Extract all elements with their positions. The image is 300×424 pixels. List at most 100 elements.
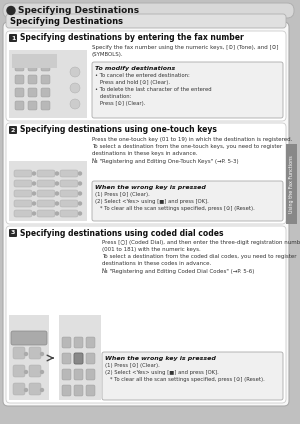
Circle shape <box>70 99 80 109</box>
Text: Specifying destinations using one-touch keys: Specifying destinations using one-touch … <box>20 126 217 134</box>
Circle shape <box>32 192 35 195</box>
Text: Press [○] (Coded Dial), and then enter the three-digit registration number
(001 : Press [○] (Coded Dial), and then enter t… <box>102 240 300 274</box>
FancyBboxPatch shape <box>29 383 41 395</box>
FancyBboxPatch shape <box>86 353 95 364</box>
FancyBboxPatch shape <box>62 337 71 348</box>
FancyBboxPatch shape <box>28 75 37 84</box>
FancyBboxPatch shape <box>11 331 47 345</box>
FancyBboxPatch shape <box>74 337 83 348</box>
Text: Using the Fax Functions: Using the Fax Functions <box>289 155 294 213</box>
FancyBboxPatch shape <box>60 190 78 197</box>
Text: Specifying Destinations: Specifying Destinations <box>10 17 123 25</box>
FancyBboxPatch shape <box>60 200 78 207</box>
FancyBboxPatch shape <box>102 352 283 400</box>
FancyBboxPatch shape <box>6 123 286 224</box>
Text: When the wrong key is pressed: When the wrong key is pressed <box>95 185 206 190</box>
FancyBboxPatch shape <box>15 101 24 110</box>
FancyBboxPatch shape <box>60 170 78 177</box>
FancyBboxPatch shape <box>37 170 55 177</box>
Bar <box>9 50 87 118</box>
FancyBboxPatch shape <box>74 353 83 364</box>
FancyBboxPatch shape <box>13 365 25 377</box>
FancyBboxPatch shape <box>9 34 17 42</box>
FancyBboxPatch shape <box>14 180 32 187</box>
FancyBboxPatch shape <box>60 180 78 187</box>
Circle shape <box>56 192 58 195</box>
FancyBboxPatch shape <box>92 62 283 118</box>
FancyBboxPatch shape <box>41 101 50 110</box>
FancyBboxPatch shape <box>62 353 71 364</box>
Circle shape <box>40 352 43 355</box>
FancyBboxPatch shape <box>74 353 83 364</box>
Text: Specifying destinations by entering the fax number: Specifying destinations by entering the … <box>20 33 244 42</box>
Circle shape <box>25 352 28 355</box>
FancyBboxPatch shape <box>37 180 55 187</box>
Bar <box>9 315 49 400</box>
FancyBboxPatch shape <box>6 14 286 28</box>
Text: 3: 3 <box>11 231 15 235</box>
Circle shape <box>56 172 58 175</box>
Text: (1) Press [⊙] (Clear).
(2) Select <Yes> using [■] and press [OK].
   * To clear : (1) Press [⊙] (Clear). (2) Select <Yes> … <box>95 192 255 211</box>
FancyBboxPatch shape <box>86 337 95 348</box>
FancyBboxPatch shape <box>6 31 286 121</box>
FancyBboxPatch shape <box>86 385 95 396</box>
FancyBboxPatch shape <box>41 62 50 71</box>
FancyBboxPatch shape <box>9 126 17 134</box>
Bar <box>286 144 297 224</box>
FancyBboxPatch shape <box>86 369 95 380</box>
FancyBboxPatch shape <box>62 385 71 396</box>
Circle shape <box>40 388 43 391</box>
Text: • To cancel the entered destination:
   Press and hold [⊙] (Clear).
• To delete : • To cancel the entered destination: Pre… <box>95 73 212 106</box>
Text: Press the one-touch key (01 to 19) in which the destination is registered.
To se: Press the one-touch key (01 to 19) in wh… <box>92 137 292 164</box>
Circle shape <box>79 172 82 175</box>
FancyBboxPatch shape <box>13 383 25 395</box>
Text: 2: 2 <box>11 128 15 132</box>
Text: To modify destinations: To modify destinations <box>95 66 175 71</box>
FancyBboxPatch shape <box>41 75 50 84</box>
FancyBboxPatch shape <box>14 210 32 217</box>
Text: Specify the fax number using the numeric keys, [⊙] (Tone), and [⊙]
(SYMBOLS).: Specify the fax number using the numeric… <box>92 45 278 57</box>
FancyBboxPatch shape <box>37 190 55 197</box>
FancyBboxPatch shape <box>62 369 71 380</box>
Text: When the wrong key is pressed: When the wrong key is pressed <box>105 356 216 361</box>
FancyBboxPatch shape <box>29 347 41 359</box>
Circle shape <box>56 212 58 215</box>
Circle shape <box>32 202 35 205</box>
FancyBboxPatch shape <box>3 22 289 406</box>
Text: Specifying destinations using coded dial codes: Specifying destinations using coded dial… <box>20 229 223 237</box>
Circle shape <box>40 371 43 374</box>
FancyBboxPatch shape <box>15 88 24 97</box>
Circle shape <box>70 83 80 93</box>
FancyBboxPatch shape <box>41 88 50 97</box>
FancyBboxPatch shape <box>74 385 83 396</box>
FancyBboxPatch shape <box>28 101 37 110</box>
Circle shape <box>25 371 28 374</box>
FancyBboxPatch shape <box>15 75 24 84</box>
Circle shape <box>7 6 15 14</box>
Circle shape <box>32 182 35 185</box>
Circle shape <box>79 182 82 185</box>
Bar <box>59 315 101 400</box>
Text: Specifying Destinations: Specifying Destinations <box>18 6 139 15</box>
Text: 1: 1 <box>11 36 15 41</box>
Circle shape <box>32 172 35 175</box>
FancyBboxPatch shape <box>60 210 78 217</box>
FancyBboxPatch shape <box>15 62 24 71</box>
Bar <box>12 54 57 68</box>
Circle shape <box>79 202 82 205</box>
FancyBboxPatch shape <box>28 88 37 97</box>
Circle shape <box>79 192 82 195</box>
FancyBboxPatch shape <box>14 170 32 177</box>
Circle shape <box>70 67 80 77</box>
FancyBboxPatch shape <box>37 210 55 217</box>
FancyBboxPatch shape <box>29 365 41 377</box>
FancyBboxPatch shape <box>13 347 25 359</box>
FancyBboxPatch shape <box>14 200 32 207</box>
Circle shape <box>25 388 28 391</box>
FancyBboxPatch shape <box>28 62 37 71</box>
Circle shape <box>79 212 82 215</box>
Circle shape <box>56 202 58 205</box>
FancyBboxPatch shape <box>9 229 17 237</box>
Bar <box>9 161 87 221</box>
FancyBboxPatch shape <box>6 226 286 403</box>
